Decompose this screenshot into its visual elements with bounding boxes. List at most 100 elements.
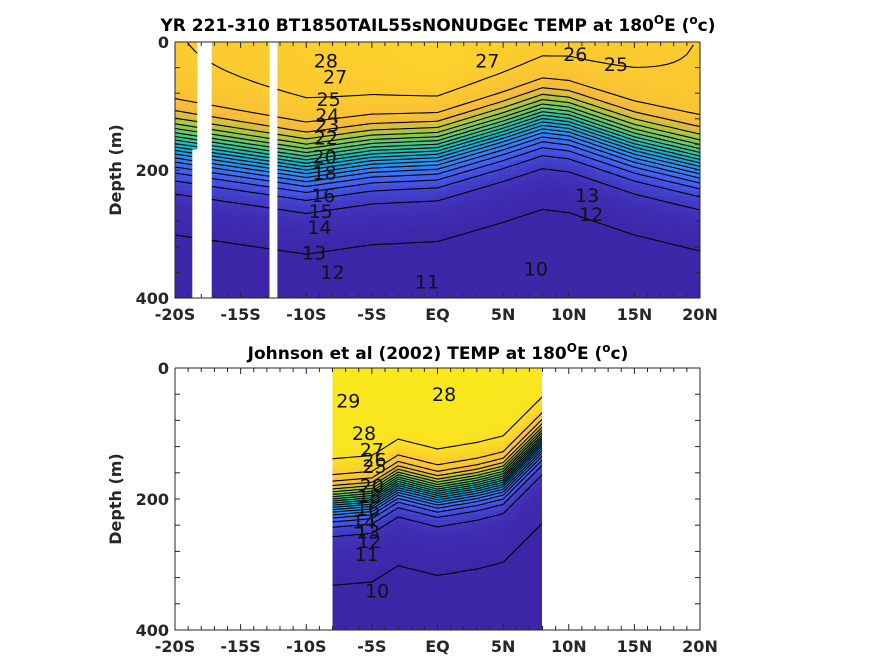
- field-cell: [691, 108, 700, 115]
- field-cell: [568, 175, 579, 181]
- field-cell: [353, 540, 358, 547]
- field-cell: [227, 211, 237, 217]
- field-cell: [481, 287, 491, 294]
- field-cell: [364, 551, 369, 558]
- field-cell: [568, 77, 579, 84]
- field-cell: [183, 164, 194, 171]
- field-cell: [402, 200, 412, 207]
- field-cell: [343, 598, 348, 605]
- field-cell: [630, 149, 640, 156]
- field-cell: [343, 436, 348, 442]
- field-cell: [367, 282, 377, 289]
- field-cell: [399, 509, 404, 516]
- field-cell: [533, 236, 544, 243]
- field-cell: [353, 504, 358, 510]
- field-cell: [603, 277, 614, 284]
- field-cell: [430, 582, 435, 589]
- field-cell: [245, 134, 255, 140]
- field-cell: [498, 72, 509, 79]
- field-cell: [455, 118, 465, 125]
- field-cell: [358, 292, 369, 298]
- field-cell: [357, 609, 362, 615]
- field-cell: [448, 467, 453, 474]
- field-cell: [420, 530, 425, 537]
- field-cell: [481, 83, 491, 89]
- field-cell: [691, 221, 700, 227]
- field-cell: [245, 282, 255, 289]
- field-cell: [353, 368, 358, 374]
- field-cell: [381, 561, 386, 568]
- field-cell: [402, 577, 407, 584]
- field-cell: [481, 205, 491, 212]
- field-cell: [280, 129, 290, 135]
- field-cell: [358, 272, 369, 279]
- field-cell: [332, 287, 342, 294]
- field-cell: [621, 257, 631, 263]
- field-cell: [498, 123, 509, 130]
- field-cell: [427, 441, 432, 448]
- field-cell: [551, 257, 561, 263]
- field-cell: [402, 383, 407, 390]
- field-cell: [357, 430, 362, 437]
- field-cell: [381, 425, 386, 432]
- field-cell: [430, 556, 435, 563]
- field-cell: [378, 514, 383, 521]
- field-cell: [638, 118, 649, 125]
- field-cell: [673, 113, 684, 120]
- field-cell: [437, 221, 447, 227]
- field-cell: [673, 103, 684, 110]
- field-cell: [441, 514, 446, 521]
- field-cell: [525, 83, 535, 89]
- field-cell: [446, 47, 456, 53]
- field-cell: [406, 614, 411, 621]
- field-cell: [560, 185, 570, 192]
- field-cell: [673, 42, 684, 48]
- field-cell: [262, 129, 272, 135]
- field-cell: [463, 83, 474, 89]
- field-cell: [542, 257, 552, 263]
- field-cell: [381, 525, 386, 531]
- field-cell: [423, 593, 428, 600]
- field-cell: [498, 287, 509, 294]
- field-cell: [385, 389, 390, 395]
- field-cell: [656, 231, 666, 238]
- field-cell: [371, 457, 376, 463]
- field-cell: [306, 164, 316, 171]
- field-cell: [434, 488, 439, 495]
- field-cell: [455, 262, 465, 268]
- field-cell: [481, 113, 491, 120]
- field-cell: [399, 430, 404, 437]
- field-cell: [367, 134, 377, 140]
- field-cell: [498, 282, 509, 289]
- field-cell: [381, 378, 386, 385]
- field-cell: [376, 47, 386, 53]
- field-cell: [378, 383, 383, 390]
- field-cell: [253, 113, 264, 120]
- field-cell: [533, 149, 544, 156]
- field-cell: [481, 262, 491, 268]
- field-cell: [218, 62, 229, 69]
- contour-label: 15: [309, 201, 333, 223]
- field-cell: [341, 47, 351, 53]
- field-cell: [472, 67, 482, 74]
- field-cell: [455, 257, 465, 263]
- field-cell: [323, 195, 334, 202]
- field-cell: [656, 129, 666, 135]
- field-cell: [336, 436, 341, 442]
- field-cell: [444, 383, 449, 390]
- field-cell: [236, 47, 246, 53]
- field-cell: [374, 556, 379, 563]
- field-cell: [353, 472, 358, 479]
- field-cell: [358, 226, 369, 232]
- field-cell: [444, 378, 449, 385]
- field-cell: [455, 129, 465, 135]
- field-cell: [236, 123, 246, 130]
- field-cell: [236, 211, 246, 217]
- field-cell: [533, 62, 544, 69]
- field-cell: [411, 231, 421, 238]
- field-cell: [458, 441, 463, 448]
- field-cell: [586, 98, 596, 104]
- field-cell: [388, 462, 393, 469]
- field-cell: [603, 47, 614, 53]
- field-cell: [568, 216, 579, 222]
